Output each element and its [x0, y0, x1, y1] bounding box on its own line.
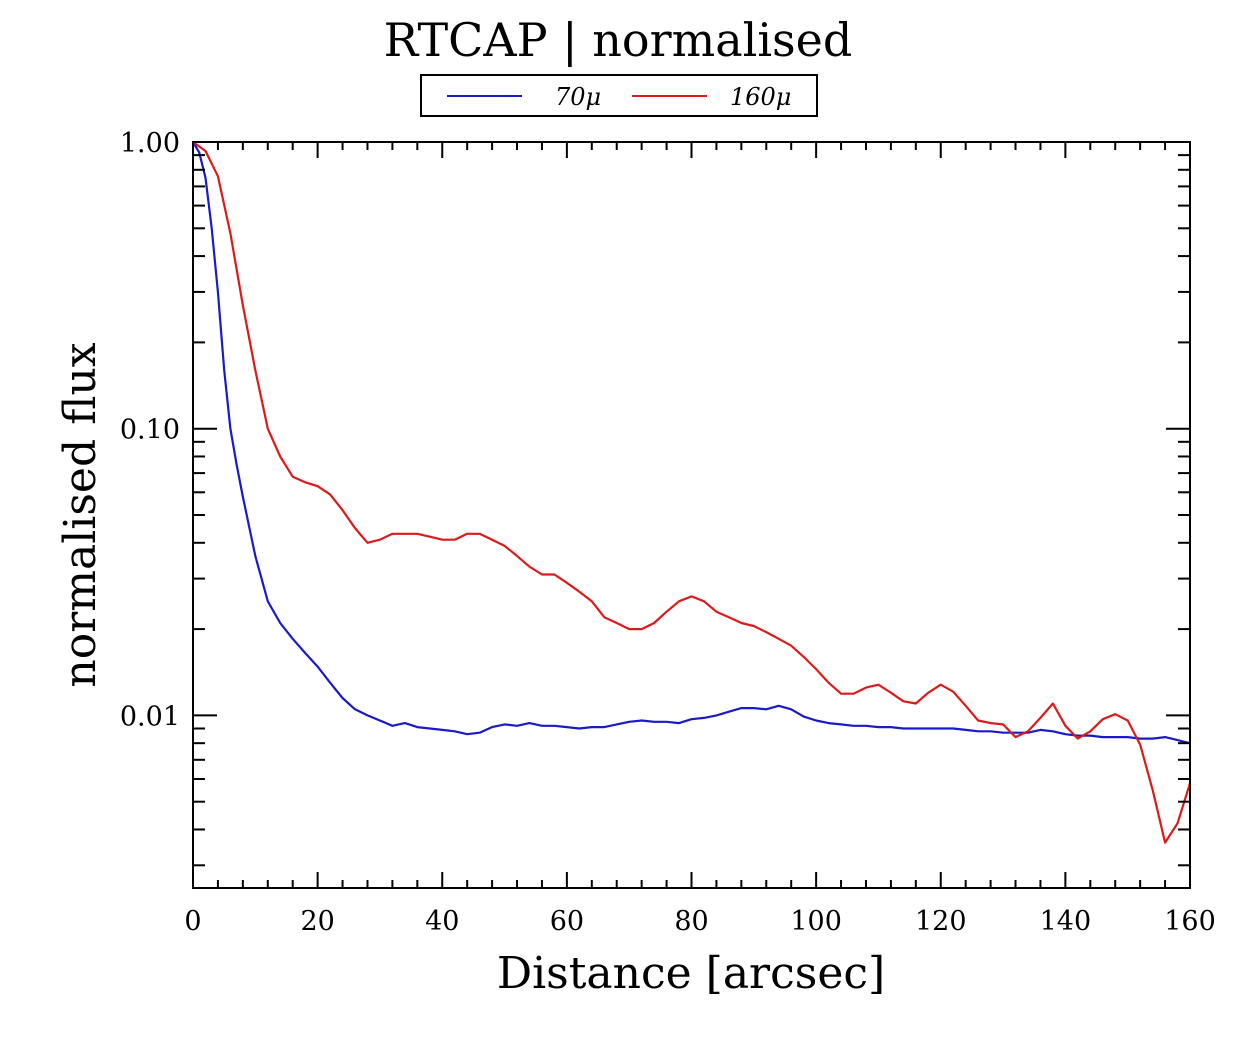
chart-title: RTCAP | normalised — [384, 13, 853, 67]
y-tick-label: 0.10 — [120, 415, 180, 446]
x-tick-label: 100 — [790, 906, 842, 937]
plot-area: 0 20 40 60 80 100 120 140 160 0.01 0.10 1.00 — [120, 128, 1216, 937]
x-tick-label: 80 — [674, 906, 708, 937]
x-tick-label: 60 — [550, 906, 584, 937]
series-line-70mu — [193, 142, 1190, 745]
series-line-160mu — [193, 142, 1190, 844]
legend-label-160mu: 160μ — [730, 83, 791, 111]
y-axis-label: normalised flux — [55, 342, 106, 687]
x-axis-label: Distance [arcsec] — [497, 948, 885, 999]
x-tick-label: 140 — [1040, 906, 1092, 937]
x-tick-label: 20 — [300, 906, 334, 937]
x-tick-label: 120 — [915, 906, 967, 937]
legend: 70μ 160μ — [420, 74, 818, 117]
y-tick-label: 1.00 — [120, 128, 180, 159]
legend-label-70mu: 70μ — [555, 83, 601, 111]
y-ticks: 0.01 0.10 1.00 — [120, 128, 1190, 867]
x-ticks: 0 20 40 60 80 100 120 140 160 — [184, 142, 1216, 937]
x-tick-label: 160 — [1164, 906, 1216, 937]
series-lines — [193, 142, 1190, 844]
plot-frame — [192, 141, 1191, 889]
x-tick-label: 40 — [425, 906, 459, 937]
x-tick-label: 0 — [184, 906, 201, 937]
y-tick-label: 0.01 — [120, 701, 180, 732]
